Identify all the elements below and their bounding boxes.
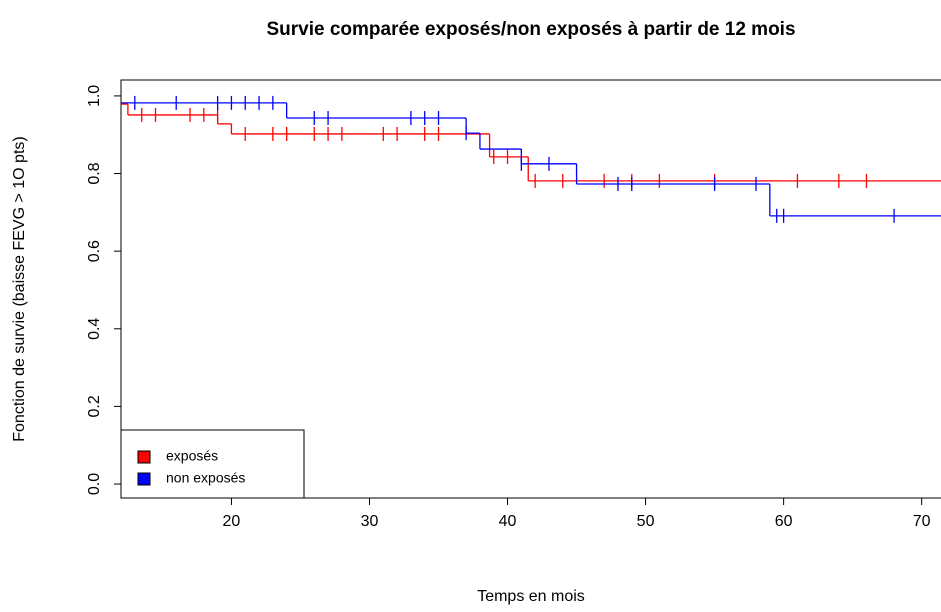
- chart-title: Survie comparée exposés/non exposés à pa…: [266, 19, 795, 40]
- x-tick-label: 40: [499, 513, 517, 530]
- y-tick-label: 0.0: [86, 473, 103, 495]
- x-tick-label: 50: [637, 513, 655, 530]
- x-tick-label: 60: [775, 513, 793, 530]
- y-tick-label: 0.4: [86, 318, 103, 340]
- y-tick-label: 0.2: [86, 395, 103, 417]
- y-tick-label: 0.6: [86, 240, 103, 262]
- x-axis-label: Temps en mois: [477, 588, 585, 605]
- legend-box: [120, 429, 305, 499]
- y-tick-label: 0.8: [86, 162, 103, 184]
- x-tick-label: 20: [223, 513, 241, 530]
- legend-label: exposés: [166, 448, 218, 464]
- y-tick-label: 1.0: [86, 85, 103, 107]
- plot-frame: [120, 79, 941, 499]
- x-tick-label: 70: [913, 513, 931, 530]
- legend-swatch: [137, 472, 151, 486]
- y-axis-label: Fonction de survie (baisse FEVG > 1O pts…: [11, 136, 28, 441]
- legend-label: non exposés: [166, 470, 245, 486]
- x-tick-label: 30: [361, 513, 379, 530]
- legend-swatch: [137, 450, 151, 464]
